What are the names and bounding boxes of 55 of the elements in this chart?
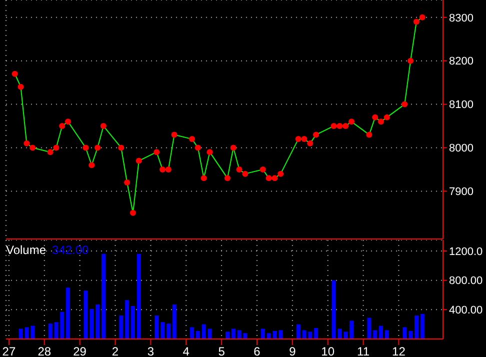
bar: [125, 300, 130, 339]
bar: [278, 330, 283, 339]
y-tick-label: 800.00: [449, 275, 483, 288]
bar: [60, 312, 64, 339]
bar: [202, 324, 206, 339]
chart-title: Volume: [6, 243, 46, 257]
bar: [30, 326, 35, 339]
bar: [131, 306, 136, 339]
x-tick-label: 28: [38, 344, 52, 357]
bar: [414, 316, 418, 339]
y-tick-label: 8100: [449, 99, 474, 112]
bar: [154, 316, 159, 339]
bar: [172, 304, 176, 339]
y-tick-label: 7900: [449, 186, 474, 198]
x-tick-label: 9: [289, 344, 296, 357]
x-tick-label: 27: [2, 344, 16, 357]
bar: [373, 330, 378, 339]
bar: [350, 320, 354, 339]
chart-subtitle: 342.00: [52, 243, 90, 257]
bar: [160, 322, 165, 339]
y-tick-label: 1200.0: [449, 246, 483, 258]
bar: [226, 332, 230, 339]
bar: [367, 318, 372, 339]
bar: [208, 328, 212, 339]
bar: [231, 328, 236, 339]
bar: [420, 314, 424, 339]
bar: [66, 288, 70, 339]
y-tick-label: 400.00: [449, 304, 483, 317]
x-tick-label: 5: [218, 344, 226, 357]
x-tick-label: 3: [147, 344, 154, 357]
bar: [260, 328, 265, 339]
bar: [344, 332, 348, 339]
x-tick-label: 2: [112, 344, 119, 357]
bar: [196, 330, 200, 339]
x-tick-label: 29: [73, 344, 87, 357]
bar: [136, 254, 141, 339]
bar: [96, 304, 100, 339]
bar: [190, 327, 194, 339]
bar: [314, 328, 318, 339]
x-tick-label: 4: [182, 344, 190, 357]
bar: [402, 327, 407, 339]
x-tick-label: 10: [321, 344, 335, 357]
y-tick-label: 8000: [449, 142, 474, 155]
bar: [379, 326, 384, 339]
bar: [296, 324, 300, 339]
bar: [408, 330, 413, 339]
bar: [119, 316, 124, 339]
x-tick-label: 12: [392, 344, 406, 357]
bar: [101, 254, 106, 339]
bar: [166, 324, 170, 339]
y-tick-label: 8300: [449, 12, 474, 24]
y-tick-label: 8200: [449, 56, 474, 68]
bar: [384, 330, 389, 339]
x-tick-label: 6: [254, 344, 261, 357]
x-tick-label: 11: [357, 344, 370, 357]
